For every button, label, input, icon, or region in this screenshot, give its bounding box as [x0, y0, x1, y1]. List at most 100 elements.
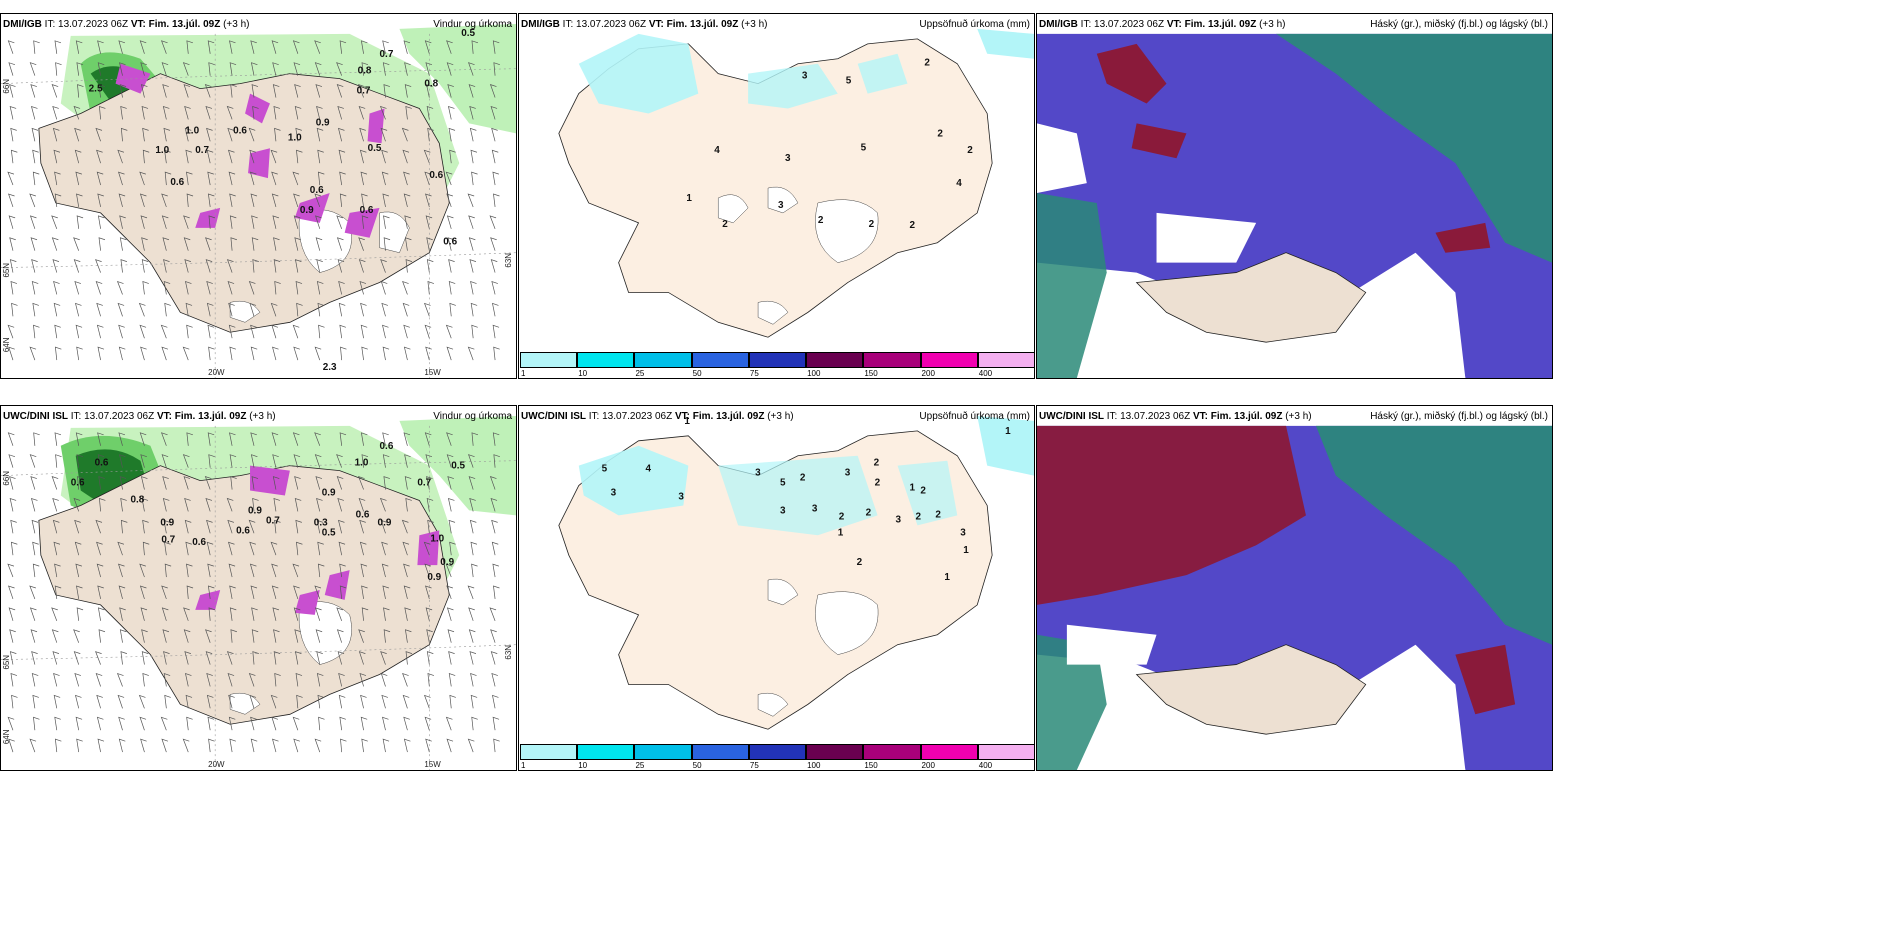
model-name: DMI/IGB [1039, 19, 1078, 30]
colorbar-swatch [520, 352, 578, 368]
map-value-label: 0.7 [266, 515, 280, 526]
latitude-label: 65N [2, 655, 11, 670]
colorbar-label: 25 [635, 761, 645, 770]
map-value-label: 0.9 [300, 205, 314, 216]
map-value-label: 0.6 [236, 525, 250, 536]
latitude-label: 65N [2, 263, 11, 278]
map-value-label: 3 [802, 71, 808, 82]
map-value-label: 1 [944, 572, 950, 583]
map-value-label: 0.7 [357, 86, 371, 97]
map-value-label: 0.9 [378, 517, 392, 528]
map-value-label: 2 [818, 215, 824, 226]
map-value-label: 0.7 [195, 145, 209, 156]
longitude-label: 20W [208, 760, 225, 769]
colorbar-swatch [863, 744, 921, 760]
map-value-label: 5 [602, 464, 608, 475]
map-value-label: 3 [845, 468, 851, 479]
colorbar-label: 400 [978, 761, 993, 770]
colorbar-swatch [748, 744, 807, 760]
colorbar-label: 25 [635, 369, 645, 378]
map-value-label: 2 [869, 219, 875, 230]
map-value-label: 2 [874, 458, 880, 469]
valid-time: VT: Fim. 13.júl. 09Z [130, 19, 221, 30]
latitude-label: 64N [2, 337, 11, 352]
map-value-label: 2 [839, 511, 845, 522]
colorbar-swatch [920, 352, 978, 368]
panel-title: Vindur og úrkoma [433, 19, 512, 30]
map-value-label: 3 [960, 527, 966, 538]
model-name: UWC/DINI ISL [521, 411, 586, 422]
map-value-label: 2 [935, 509, 941, 520]
colorbar-swatch [977, 744, 1034, 760]
map-value-label: 0.6 [192, 537, 206, 548]
colorbar-swatch [748, 352, 807, 368]
colorbar-label: 200 [921, 761, 935, 770]
map-value-label: 1 [963, 545, 969, 556]
model-name: UWC/DINI ISL [1039, 411, 1104, 422]
cloud-cover-map [1037, 406, 1552, 770]
map-value-label: 1.0 [185, 125, 199, 136]
panel-title: Uppsöfnuð úrkoma (mm) [919, 19, 1030, 30]
map-value-label: 0.6 [356, 509, 370, 520]
colorbar-swatch [634, 744, 692, 760]
latitude-label: 63N [504, 645, 513, 660]
valid-offset: (+3 h) [764, 411, 794, 422]
map-value-label: 2.3 [323, 362, 337, 373]
accum-precip-map: 2 3 5 4 3 5 2 2 1 2 3 2 2 4 2 [519, 14, 1034, 378]
map-value-label: 2 [920, 486, 926, 497]
map-value-label: 3 [755, 468, 761, 479]
map-value-label: 0.6 [170, 177, 184, 188]
valid-time: VT: Fim. 13.júl. 09Z [674, 411, 765, 422]
wind-barbs [7, 432, 500, 753]
precip-colorbar: 1 10 25 50 75 100 150 200 400 [519, 352, 1034, 378]
map-value-label: 0.9 [316, 117, 330, 128]
precip-colorbar: 1 10 25 50 75 100 150 200 400 [519, 744, 1034, 770]
map-value-label: 1 [686, 193, 692, 204]
colorbar-swatch [691, 744, 749, 760]
map-value-label: 0.9 [322, 488, 336, 499]
map-value-label: 3 [780, 505, 786, 516]
panel-clouds-dmi: DMI/IGB IT: 13.07.2023 06Z VT: Fim. 13.j… [1036, 13, 1553, 379]
map-value-label: 3 [778, 200, 784, 211]
map-value-label: 0.6 [360, 205, 374, 216]
panel-header: DMI/IGB IT: 13.07.2023 06Z VT: Fim. 13.j… [1, 14, 516, 36]
model-name: UWC/DINI ISL [3, 411, 68, 422]
colorbar-swatch [977, 352, 1034, 368]
map-value-label: 2 [800, 473, 806, 484]
valid-offset: (+3 h) [1282, 411, 1312, 422]
issue-time: IT: 13.07.2023 06Z [586, 411, 675, 422]
map-value-label: 3 [896, 514, 902, 525]
map-value-label: 1 [1005, 426, 1011, 437]
map-value-label: 0.6 [310, 185, 324, 196]
colorbar-label: 75 [749, 369, 759, 378]
map-value-label: 2.5 [89, 84, 103, 95]
colorbar-swatch [520, 744, 578, 760]
valid-offset: (+3 h) [738, 19, 768, 30]
valid-offset: (+3 h) [246, 411, 276, 422]
colorbar-label: 200 [921, 369, 935, 378]
map-value-label: 0.3 [314, 517, 328, 528]
map-value-label: 0.6 [95, 458, 109, 469]
issue-time: IT: 13.07.2023 06Z [1077, 19, 1167, 30]
map-value-label: 0.5 [368, 143, 382, 154]
colorbar-label: 75 [749, 761, 759, 770]
latitude-label: 66N [2, 79, 11, 94]
map-value-label: 2 [909, 220, 915, 231]
colorbar-label: 100 [807, 761, 821, 770]
map-value-label: 2 [857, 557, 863, 568]
map-value-label: 0.8 [424, 79, 438, 90]
map-value-label: 0.9 [248, 505, 262, 516]
panel-header: UWC/DINI ISL IT: 13.07.2023 06Z VT: Fim.… [519, 406, 1034, 428]
map-value-label: 1 [838, 527, 844, 538]
map-value-label: 1 [684, 416, 690, 427]
panel-wind-precip-uwc: 66N 65N 64N 63N 20W 15W 0.6 0.6 0.5 0.6 0.8 0.9 0.7 0… [0, 405, 517, 771]
map-value-label: 0.6 [380, 441, 394, 452]
model-name: DMI/IGB [3, 19, 42, 30]
latitude-label: 64N [2, 729, 11, 744]
colorbar-label: 50 [692, 369, 702, 378]
map-value-label: 2 [924, 58, 930, 69]
map-value-label: 2 [866, 507, 872, 518]
map-value-label: 1 [909, 483, 915, 494]
